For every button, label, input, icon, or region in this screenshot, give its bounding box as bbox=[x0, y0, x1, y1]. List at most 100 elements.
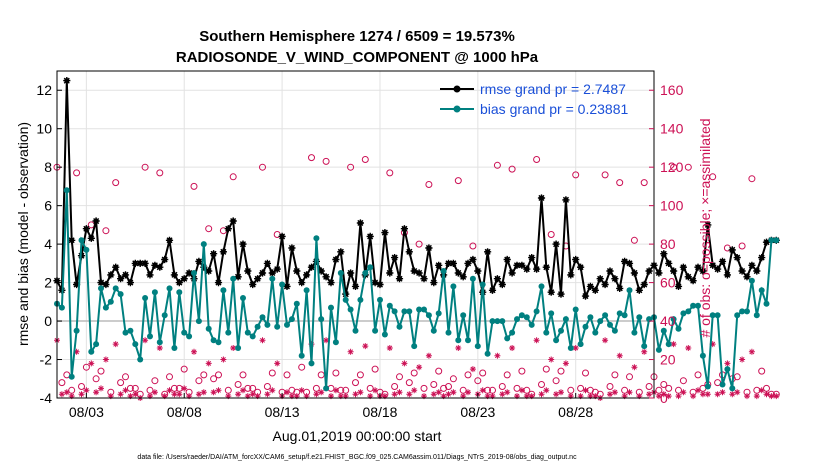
possible-obs-point bbox=[606, 383, 614, 390]
possible-obs-point bbox=[122, 373, 129, 381]
y-tick-label: 12 bbox=[36, 82, 52, 98]
possible-obs-point bbox=[425, 181, 433, 188]
possible-obs-point bbox=[283, 371, 291, 379]
assimilated-obs-point bbox=[465, 389, 471, 396]
assimilated-obs-point bbox=[73, 348, 80, 355]
assimilated-obs-point bbox=[269, 387, 276, 394]
possible-obs-point bbox=[156, 169, 164, 177]
possible-obs-point bbox=[180, 365, 188, 373]
possible-obs-point bbox=[239, 371, 247, 379]
bias-point bbox=[577, 341, 584, 348]
bias-point bbox=[63, 187, 70, 194]
possible-obs-point bbox=[493, 161, 501, 169]
bias-point bbox=[88, 348, 95, 355]
assimilated-obs-point bbox=[215, 387, 222, 394]
rmse-point-star bbox=[640, 280, 648, 289]
rmse-point-star bbox=[562, 196, 570, 204]
assimilated-obs-point bbox=[332, 387, 339, 394]
bias-point bbox=[117, 291, 124, 298]
bias-point bbox=[279, 281, 286, 288]
assimilated-obs-point bbox=[147, 393, 153, 400]
possible-obs-point bbox=[78, 383, 85, 390]
possible-obs-point bbox=[332, 369, 340, 377]
rmse-point-star bbox=[591, 286, 599, 294]
assimilated-obs-point bbox=[249, 391, 256, 398]
rmse-point-star bbox=[322, 273, 330, 281]
assimilated-obs-point bbox=[484, 393, 491, 400]
bias-point bbox=[215, 339, 222, 346]
assimilated-obs-point bbox=[704, 391, 711, 398]
rmse-point-star bbox=[655, 269, 663, 277]
bias-point bbox=[391, 308, 398, 315]
rmse-point-star bbox=[518, 261, 526, 269]
bias-point bbox=[460, 312, 467, 319]
rmse-point-star bbox=[469, 255, 477, 264]
bias-point bbox=[469, 275, 476, 282]
bias-point bbox=[435, 310, 442, 317]
legend-bias-label: bias grand pr = 0.23881 bbox=[480, 101, 628, 117]
rmse-point-star bbox=[210, 250, 218, 258]
bias-point bbox=[616, 310, 623, 317]
bias-point bbox=[685, 308, 692, 315]
y-tick-label: 10 bbox=[36, 121, 52, 137]
possible-obs-point bbox=[660, 381, 668, 388]
bias-point bbox=[430, 327, 437, 334]
assimilated-obs-point bbox=[558, 389, 564, 396]
rmse-point-star bbox=[435, 261, 443, 269]
bias-point bbox=[367, 264, 374, 271]
bias-point bbox=[465, 337, 471, 344]
assimilated-obs-point bbox=[773, 393, 780, 400]
bias-point bbox=[284, 321, 290, 328]
rmse-point-star bbox=[131, 259, 139, 267]
bias-point bbox=[523, 314, 530, 321]
possible-obs-point bbox=[679, 377, 687, 385]
assimilated-obs-point bbox=[729, 391, 736, 398]
y-tick-label: -4 bbox=[40, 390, 53, 406]
assimilated-obs-point bbox=[107, 393, 114, 400]
assimilated-obs-point bbox=[298, 387, 305, 394]
bias-point bbox=[562, 316, 569, 323]
possible-obs-point bbox=[469, 242, 477, 250]
possible-obs-point bbox=[616, 179, 624, 187]
rmse-point-star bbox=[249, 280, 257, 289]
rmse-point-star bbox=[660, 250, 668, 258]
assimilated-obs-point bbox=[68, 393, 75, 400]
bias-point bbox=[572, 306, 579, 313]
rmse-point-star bbox=[679, 263, 687, 271]
rmse-point-star bbox=[405, 248, 413, 256]
rmse-point-star bbox=[400, 225, 408, 233]
assimilated-obs-point bbox=[323, 337, 330, 344]
y-tick-label: -2 bbox=[40, 352, 53, 368]
bias-point bbox=[102, 304, 109, 311]
x-tick-label: 08/08 bbox=[167, 404, 202, 420]
assimilated-obs-point bbox=[455, 345, 462, 351]
bias-point bbox=[548, 310, 555, 317]
assimilated-obs-point bbox=[670, 341, 677, 348]
assimilated-obs-point bbox=[186, 393, 193, 400]
rmse-point-star bbox=[645, 267, 653, 275]
bias-point bbox=[695, 302, 701, 309]
assimilated-obs-point bbox=[509, 345, 516, 351]
assimilated-obs-point bbox=[430, 391, 437, 398]
bias-point bbox=[724, 366, 731, 373]
bias-point bbox=[318, 316, 325, 323]
bias-point bbox=[660, 327, 667, 334]
assimilated-obs-point bbox=[381, 393, 388, 400]
rmse-point-star bbox=[528, 254, 536, 262]
possible-obs-point bbox=[415, 240, 423, 248]
assimilated-obs-point bbox=[210, 389, 217, 396]
rmse-point-star bbox=[200, 263, 208, 271]
possible-obs-point bbox=[361, 156, 369, 163]
bias-point bbox=[533, 308, 540, 315]
bias-point bbox=[450, 283, 457, 290]
possible-obs-point bbox=[356, 371, 364, 379]
possible-obs-point bbox=[626, 373, 633, 381]
assimilated-obs-point bbox=[63, 389, 70, 396]
bias-point bbox=[156, 339, 163, 346]
bias-point bbox=[161, 312, 168, 319]
assimilated-obs-point bbox=[572, 345, 579, 351]
assimilated-obs-point bbox=[151, 389, 158, 396]
assimilated-obs-point bbox=[284, 389, 290, 396]
y2-tick-label: 140 bbox=[660, 121, 684, 137]
assimilated-obs-point bbox=[528, 393, 535, 400]
